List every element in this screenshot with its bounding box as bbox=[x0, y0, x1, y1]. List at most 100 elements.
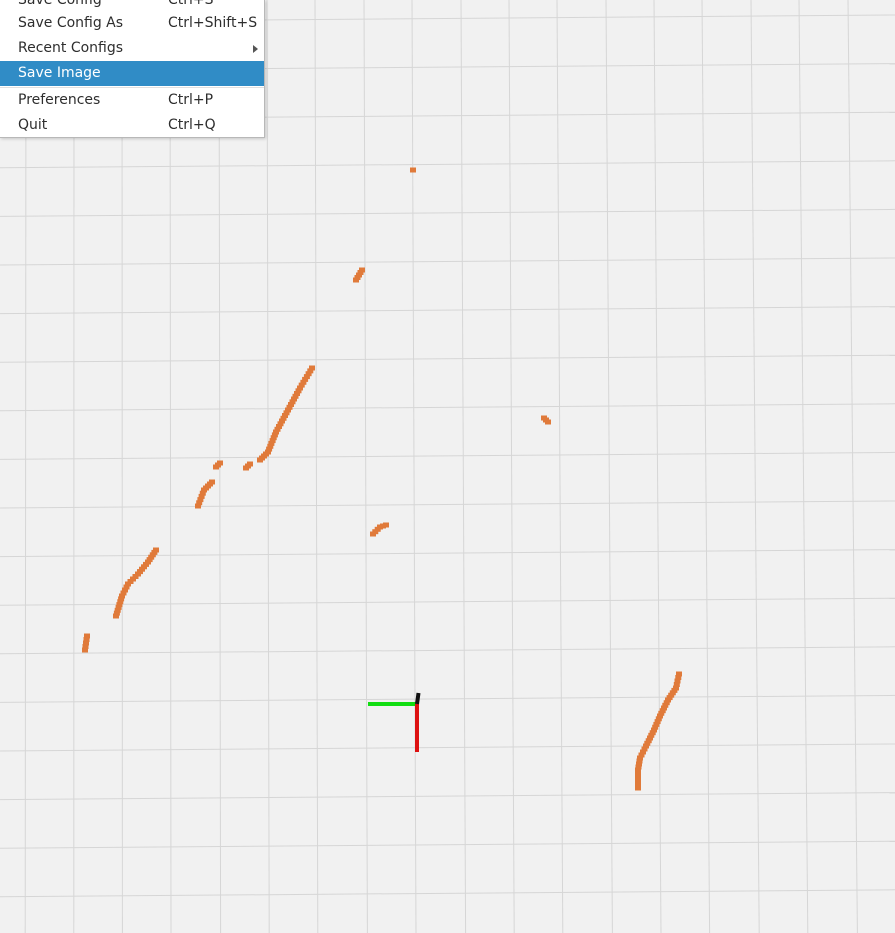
laser-scan-points bbox=[82, 167, 682, 791]
scan-point bbox=[652, 724, 659, 730]
scan-point bbox=[657, 713, 663, 719]
scan-point bbox=[283, 410, 290, 416]
scan-point bbox=[298, 382, 305, 388]
scan-point bbox=[663, 700, 670, 706]
scan-point bbox=[288, 402, 294, 407]
scan-point bbox=[291, 396, 297, 402]
scan-point bbox=[303, 374, 310, 380]
menu-item-recent-configs[interactable]: Recent Configs bbox=[0, 36, 264, 61]
scan-point bbox=[665, 697, 671, 703]
submenu-arrow-icon bbox=[253, 45, 258, 53]
scan-point bbox=[199, 490, 206, 496]
menu-item-shortcut: Ctrl+Q bbox=[168, 117, 216, 133]
menu-item-label: Preferences bbox=[18, 92, 101, 108]
scan-point bbox=[662, 702, 669, 708]
scan-point bbox=[125, 581, 131, 587]
scan-point bbox=[269, 438, 276, 444]
scan-point bbox=[297, 385, 303, 391]
scan-point bbox=[277, 421, 284, 427]
scan-point bbox=[305, 371, 312, 377]
scan-point bbox=[661, 705, 667, 711]
scan-point bbox=[647, 735, 653, 741]
scan-point bbox=[217, 460, 223, 466]
scan-point bbox=[116, 602, 123, 608]
scan-point bbox=[309, 365, 315, 371]
scan-point bbox=[123, 584, 130, 590]
scan-point bbox=[300, 379, 307, 385]
scan-point bbox=[654, 719, 661, 725]
scan-point bbox=[257, 457, 263, 463]
scan-point bbox=[119, 593, 125, 599]
menu-item-preferences[interactable]: Preferences Ctrl+P bbox=[0, 88, 264, 113]
scan-point bbox=[636, 761, 642, 767]
scan-point bbox=[266, 446, 273, 452]
scan-point bbox=[209, 479, 215, 485]
scan-point bbox=[635, 773, 641, 779]
scan-point bbox=[674, 678, 681, 684]
scan-point bbox=[122, 587, 128, 593]
scan-point bbox=[635, 782, 641, 788]
scan-point bbox=[635, 779, 641, 785]
scan-point bbox=[675, 675, 682, 680]
scan-point bbox=[645, 738, 652, 744]
scan-point bbox=[113, 610, 120, 616]
scan-point bbox=[114, 607, 121, 613]
scan-point bbox=[635, 785, 641, 791]
scan-point bbox=[655, 716, 662, 722]
scan-point bbox=[285, 407, 291, 413]
scan-point bbox=[120, 590, 127, 596]
scan-point bbox=[113, 613, 119, 619]
scan-point bbox=[636, 758, 643, 764]
scan-point bbox=[307, 368, 314, 374]
scan-point bbox=[279, 418, 285, 424]
scan-point bbox=[268, 440, 275, 446]
scan-point bbox=[292, 393, 299, 399]
scan-point bbox=[637, 755, 643, 761]
menu-item-shortcut: Ctrl+Shift+S bbox=[168, 15, 258, 31]
scan-point bbox=[289, 399, 296, 405]
scan-point bbox=[673, 682, 680, 687]
scan-point bbox=[247, 461, 253, 467]
scan-point bbox=[83, 637, 90, 642]
menu-item-save-config-as[interactable]: Save Config As Ctrl+Shift+S bbox=[0, 11, 264, 36]
scan-point bbox=[118, 596, 125, 602]
scan-point bbox=[635, 767, 641, 773]
scan-point bbox=[198, 493, 205, 499]
menu-item-save-config[interactable]: Save Config Ctrl+S bbox=[0, 0, 264, 13]
scan-point bbox=[294, 391, 300, 396]
scan-point bbox=[383, 522, 389, 528]
scan-point bbox=[644, 740, 651, 746]
scan-point bbox=[273, 429, 279, 435]
scan-point bbox=[82, 647, 88, 653]
scan-point bbox=[274, 426, 281, 432]
scan-point bbox=[82, 644, 89, 649]
menu-item-shortcut: Ctrl+P bbox=[168, 92, 214, 108]
scan-point bbox=[643, 743, 649, 749]
scan-point bbox=[83, 640, 89, 646]
scan-point bbox=[676, 671, 682, 677]
scan-point bbox=[280, 415, 287, 421]
scan-point bbox=[282, 413, 288, 418]
menu-item-shortcut: Ctrl+S bbox=[168, 0, 214, 8]
menu-item-quit[interactable]: Quit Ctrl+Q bbox=[0, 113, 264, 138]
scan-point bbox=[270, 435, 277, 441]
axis-z-black bbox=[415, 692, 421, 705]
menu-item-label: Recent Configs bbox=[18, 40, 124, 56]
scan-point bbox=[410, 167, 416, 173]
scan-point bbox=[658, 710, 665, 716]
menu-item-label: Save Config As bbox=[18, 15, 124, 31]
scan-point bbox=[195, 503, 201, 509]
scan-point bbox=[641, 746, 648, 752]
menu-item-save-image[interactable]: Save Image bbox=[0, 61, 264, 86]
scan-point bbox=[286, 404, 293, 410]
file-menu-dropdown: Save Config Ctrl+S Save Config As Ctrl+S… bbox=[0, 0, 265, 138]
tf-axes bbox=[368, 692, 421, 752]
scan-point bbox=[651, 727, 657, 733]
menu-item-label: Save Config bbox=[18, 0, 102, 8]
scan-point bbox=[635, 770, 641, 776]
scan-point bbox=[640, 749, 646, 755]
scan-point bbox=[196, 500, 203, 506]
